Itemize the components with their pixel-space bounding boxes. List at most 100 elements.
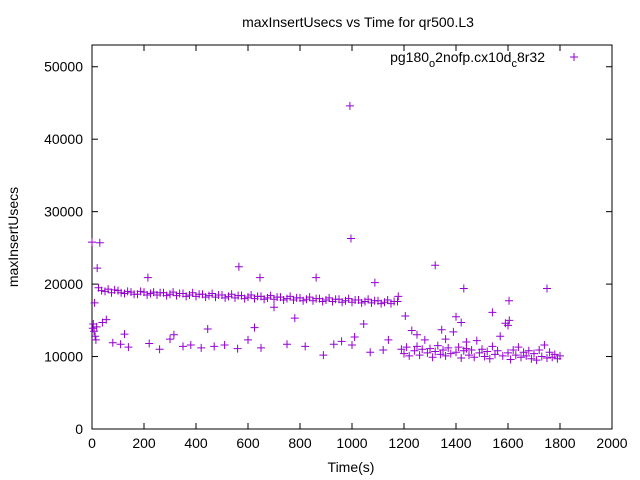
data-point: [123, 287, 132, 296]
data-point: [155, 345, 164, 354]
data-point: [410, 346, 419, 355]
x-tick-label: 0: [88, 435, 96, 451]
data-point: [233, 344, 242, 353]
x-axis: 0 200 400 600 800 1000 1200 1400 1600 1800 2000: [88, 45, 628, 451]
data-point: [446, 349, 455, 358]
data-point: [470, 353, 479, 362]
data-point: [145, 339, 154, 348]
data-point: [413, 330, 421, 339]
data-point: [493, 346, 502, 355]
data-point: [423, 348, 432, 357]
data-point: [428, 353, 437, 362]
data-point: [439, 346, 447, 355]
data-point: [394, 292, 403, 301]
data-point: [91, 335, 100, 344]
data-point: [509, 346, 518, 355]
data-point: [514, 343, 523, 352]
data-point: [400, 349, 408, 358]
data-point: [433, 341, 442, 350]
x-tick-label: 200: [132, 435, 156, 451]
data-point: [405, 351, 414, 360]
y-axis-label: maxInsertUsecs: [5, 187, 21, 287]
x-axis-label: Time(s): [328, 459, 375, 475]
data-point: [338, 298, 347, 307]
data-point: [379, 346, 388, 355]
data-point: [556, 351, 564, 360]
data-point: [286, 292, 295, 301]
data-point: [348, 340, 356, 349]
x-tick-label: 1600: [492, 435, 523, 451]
data-point: [93, 264, 102, 273]
data-point: [124, 343, 133, 352]
data-point: [418, 345, 427, 354]
data-point: [90, 298, 99, 307]
data-point: [143, 273, 152, 282]
data-point: [413, 342, 421, 351]
data-point: [449, 327, 458, 336]
data-point: [472, 336, 481, 345]
data-point: [532, 356, 541, 365]
data-point: [384, 335, 393, 344]
data-point: [452, 348, 460, 357]
data-point: [397, 345, 406, 354]
x-tick-label: 2000: [596, 435, 627, 451]
data-point: [345, 101, 354, 110]
data-point: [279, 296, 288, 305]
data-point: [270, 303, 278, 312]
data-point: [227, 290, 236, 299]
data-point: [220, 340, 229, 349]
data-point: [186, 340, 195, 349]
data-point: [431, 261, 440, 270]
data-point: [478, 345, 486, 354]
data-point: [247, 290, 256, 299]
data-point: [465, 351, 473, 360]
data-point: [257, 343, 265, 352]
data-point: [496, 332, 505, 341]
data-point: [511, 351, 520, 360]
data-point: [325, 293, 334, 302]
data-point: [517, 353, 525, 362]
data-point: [366, 348, 375, 357]
data-point: [337, 337, 346, 346]
data-point: [505, 316, 514, 325]
data-point: [457, 353, 466, 362]
data-point: [346, 234, 355, 243]
data-point: [485, 354, 494, 363]
data-point: [329, 340, 338, 349]
data-point: [169, 330, 178, 339]
x-tick-label: 1000: [336, 435, 367, 451]
data-point: [498, 351, 507, 360]
data-point: [504, 321, 512, 330]
y-tick-label: 30000: [44, 204, 83, 220]
data-point: [370, 278, 379, 287]
data-point: [201, 293, 210, 302]
data-point: [383, 296, 392, 305]
data-point: [117, 288, 126, 297]
data-point: [543, 284, 551, 293]
x-tick-label: 1200: [388, 435, 419, 451]
data-point: [143, 290, 152, 299]
data-point: [290, 314, 299, 323]
x-tick-label: 600: [236, 435, 260, 451]
data-point: [179, 342, 187, 351]
data-point: [234, 262, 243, 271]
data-point: [203, 325, 212, 334]
data-point: [357, 298, 366, 307]
data-point: [535, 346, 544, 355]
data-point: [350, 332, 359, 341]
legend-marker-plus: [570, 53, 578, 61]
data-point: [88, 238, 96, 247]
legend: pg180o2nofp.cx10dc8r32: [390, 49, 578, 70]
data-point: [208, 289, 217, 298]
data-point: [88, 324, 97, 333]
data-point: [488, 308, 497, 317]
legend-label: pg180o2nofp.cx10dc8r32: [390, 49, 545, 70]
data-point: [102, 315, 111, 324]
y-axis: 0 10000 20000 30000 40000 50000: [44, 59, 612, 437]
data-point: [377, 299, 386, 308]
data-point: [467, 346, 476, 355]
data-point: [91, 332, 100, 341]
data-point: [407, 326, 416, 335]
data-point: [462, 338, 471, 347]
